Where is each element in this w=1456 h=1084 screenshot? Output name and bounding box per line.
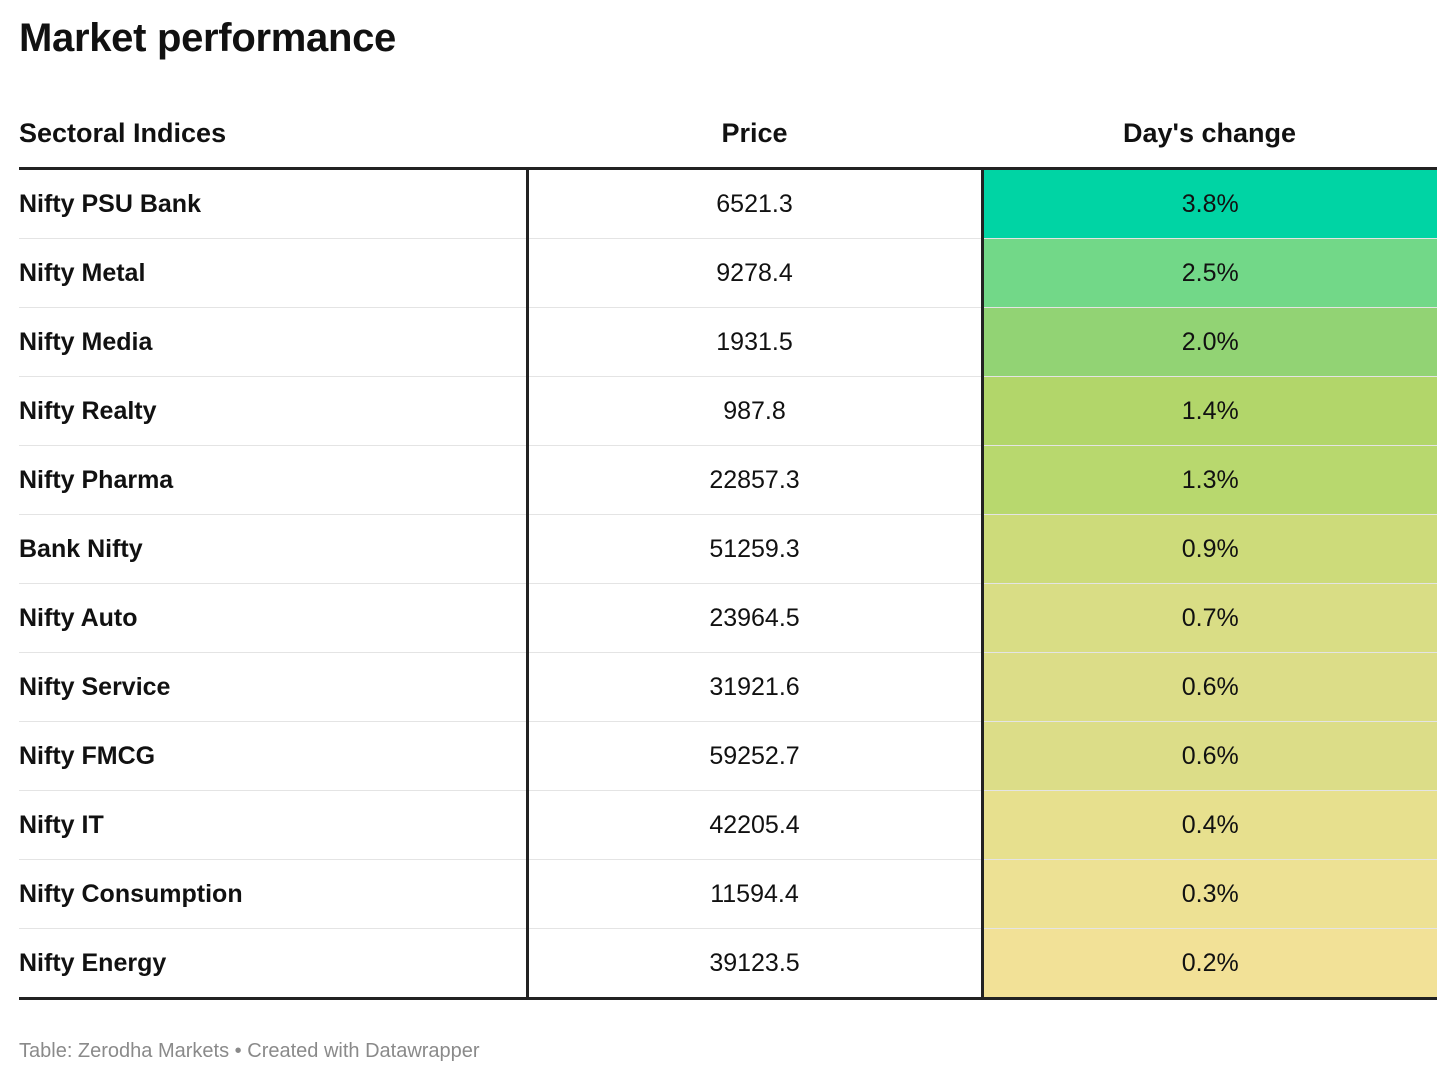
- index-name-cell: Nifty PSU Bank: [19, 168, 529, 239]
- index-name-cell: Nifty Consumption: [19, 859, 529, 929]
- index-name-cell: Nifty Pharma: [19, 445, 529, 515]
- index-name-cell: Nifty Metal: [19, 238, 529, 308]
- day-change-cell: 0.3%: [982, 859, 1437, 929]
- price-cell: 9278.4: [527, 238, 984, 308]
- table-row: Nifty Energy 39123.5 0.2%: [19, 928, 1437, 1000]
- price-cell: 987.8: [527, 376, 984, 446]
- day-change-cell: 1.3%: [982, 445, 1437, 515]
- index-name-cell: Nifty IT: [19, 790, 529, 860]
- day-change-cell: 0.6%: [982, 721, 1437, 791]
- index-name-cell: Bank Nifty: [19, 514, 529, 584]
- price-cell: 59252.7: [527, 721, 984, 791]
- price-cell: 42205.4: [527, 790, 984, 860]
- index-name-cell: Nifty Energy: [19, 928, 529, 1000]
- price-cell: 1931.5: [527, 307, 984, 377]
- table-row: Nifty FMCG 59252.7 0.6%: [19, 721, 1437, 791]
- table-header: Sectoral Indices Price Day's change: [19, 100, 1437, 170]
- day-change-cell: 2.5%: [982, 238, 1437, 308]
- day-change-cell: 0.4%: [982, 790, 1437, 860]
- table-row: Nifty Metal 9278.4 2.5%: [19, 238, 1437, 308]
- column-header-change: Day's change: [982, 100, 1437, 170]
- footer-source: Table: Zerodha Markets: [19, 1040, 230, 1062]
- day-change-cell: 0.7%: [982, 583, 1437, 653]
- footer-note: Table: Zerodha Markets • Created with Da…: [19, 1040, 480, 1063]
- price-cell: 51259.3: [527, 514, 984, 584]
- column-header-price: Price: [527, 100, 982, 170]
- page-title: Market performance: [19, 16, 396, 60]
- table-row: Nifty Auto 23964.5 0.7%: [19, 583, 1437, 653]
- table-row: Bank Nifty 51259.3 0.9%: [19, 514, 1437, 584]
- day-change-cell: 3.8%: [982, 168, 1437, 239]
- day-change-cell: 0.6%: [982, 652, 1437, 722]
- day-change-cell: 2.0%: [982, 307, 1437, 377]
- day-change-cell: 0.9%: [982, 514, 1437, 584]
- price-cell: 39123.5: [527, 928, 984, 1000]
- day-change-cell: 0.2%: [982, 928, 1437, 1000]
- footer-separator: •: [234, 1040, 242, 1062]
- index-name-cell: Nifty Auto: [19, 583, 529, 653]
- index-name-cell: Nifty Media: [19, 307, 529, 377]
- price-cell: 11594.4: [527, 859, 984, 929]
- price-cell: 23964.5: [527, 583, 984, 653]
- table-row: Nifty Consumption 11594.4 0.3%: [19, 859, 1437, 929]
- index-name-cell: Nifty Realty: [19, 376, 529, 446]
- column-header-index: Sectoral Indices: [19, 100, 527, 170]
- market-table: Sectoral Indices Price Day's change Nift…: [19, 100, 1437, 1000]
- footer-credit: Created with Datawrapper: [247, 1040, 480, 1062]
- table-row: Nifty Realty 987.8 1.4%: [19, 376, 1437, 446]
- index-name-cell: Nifty FMCG: [19, 721, 529, 791]
- table-row: Nifty Media 1931.5 2.0%: [19, 307, 1437, 377]
- price-cell: 31921.6: [527, 652, 984, 722]
- table-row: Nifty IT 42205.4 0.4%: [19, 790, 1437, 860]
- day-change-cell: 1.4%: [982, 376, 1437, 446]
- header-row: Sectoral Indices Price Day's change: [19, 100, 1437, 170]
- price-cell: 6521.3: [527, 168, 984, 239]
- table-row: Nifty Service 31921.6 0.6%: [19, 652, 1437, 722]
- price-cell: 22857.3: [527, 445, 984, 515]
- index-name-cell: Nifty Service: [19, 652, 529, 722]
- table-row: Nifty PSU Bank 6521.3 3.8%: [19, 168, 1437, 239]
- table-row: Nifty Pharma 22857.3 1.3%: [19, 445, 1437, 515]
- table-body: Nifty PSU Bank 6521.3 3.8% Nifty Metal 9278.…: [19, 168, 1437, 1000]
